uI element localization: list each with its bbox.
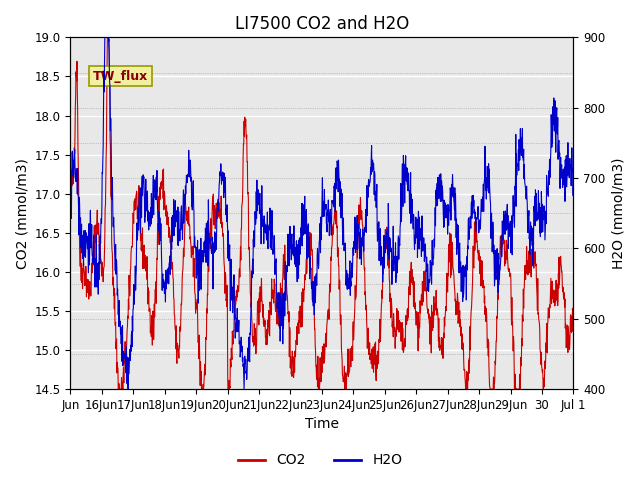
CO2 — [564, 333, 572, 338]
Text: TW_flux: TW_flux — [93, 70, 148, 83]
H2O — [515, 147, 522, 153]
CO2 — [309, 295, 317, 300]
H2O — [564, 173, 572, 179]
H2O — [101, 35, 109, 40]
CO2 — [570, 314, 577, 320]
CO2 — [441, 324, 449, 329]
Y-axis label: CO2 (mmol/m3): CO2 (mmol/m3) — [15, 158, 29, 269]
Y-axis label: H2O (mmol/m3): H2O (mmol/m3) — [611, 157, 625, 269]
X-axis label: Time: Time — [305, 418, 339, 432]
Legend: CO2, H2O: CO2, H2O — [232, 448, 408, 473]
CO2 — [115, 386, 122, 392]
H2O — [300, 232, 307, 238]
H2O — [309, 278, 317, 284]
Title: LI7500 CO2 and H2O: LI7500 CO2 and H2O — [235, 15, 409, 33]
Line: H2O: H2O — [70, 37, 573, 389]
H2O — [67, 185, 74, 191]
H2O — [146, 214, 154, 219]
H2O — [570, 158, 577, 164]
CO2 — [104, 26, 111, 32]
CO2 — [67, 184, 74, 190]
Line: CO2: CO2 — [70, 29, 573, 389]
H2O — [124, 386, 132, 392]
H2O — [441, 204, 449, 210]
CO2 — [515, 386, 522, 392]
CO2 — [146, 305, 154, 311]
CO2 — [300, 298, 307, 303]
